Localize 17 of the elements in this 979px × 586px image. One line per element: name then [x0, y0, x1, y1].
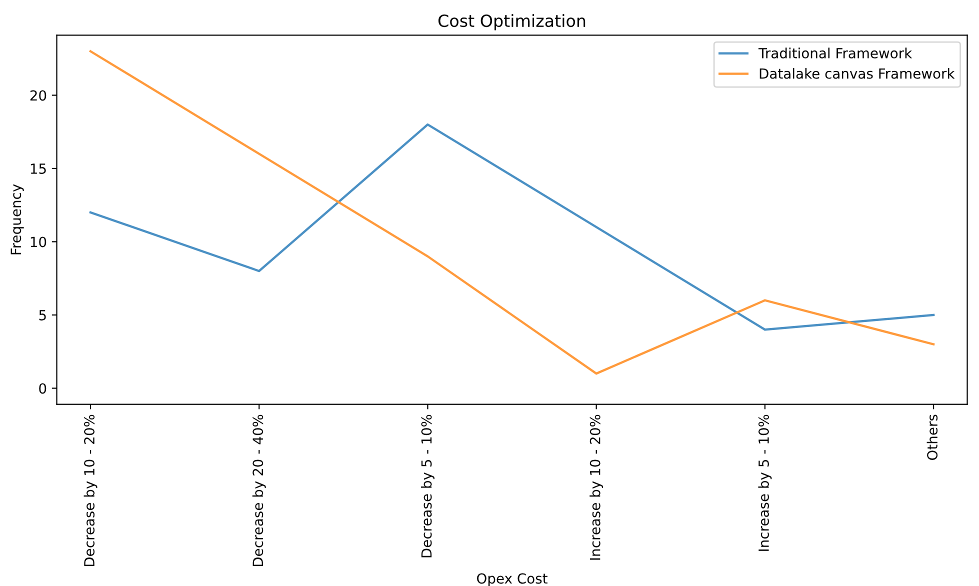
- y-tick-label: 5: [39, 310, 46, 320]
- x-axis-title: Opex Cost: [477, 573, 548, 586]
- x-tick-label: Increase by 10 - 20%: [590, 414, 604, 560]
- y-tick-label: 0: [39, 383, 46, 394]
- x-tick-label: Decrease by 10 - 20%: [84, 414, 98, 566]
- y-axis-title: Frequency: [10, 184, 24, 254]
- x-tick-label: Decrease by 20 - 40%: [252, 414, 266, 566]
- x-tick-label: Others: [926, 414, 938, 460]
- legend-label: Datalake canvas Framework: [760, 68, 955, 79]
- line-series: [89, 123, 935, 331]
- x-tick-label: Increase by 5 - 10%: [758, 414, 772, 551]
- chart-title: Cost Optimization: [438, 14, 586, 30]
- legend-label: Traditional Framework: [758, 48, 912, 58]
- y-tick-label: 10: [30, 236, 46, 248]
- x-tick-label: Decrease by 5 - 10%: [420, 414, 434, 558]
- y-tick-label: 15: [30, 164, 46, 174]
- y-tick-label: 20: [30, 90, 46, 101]
